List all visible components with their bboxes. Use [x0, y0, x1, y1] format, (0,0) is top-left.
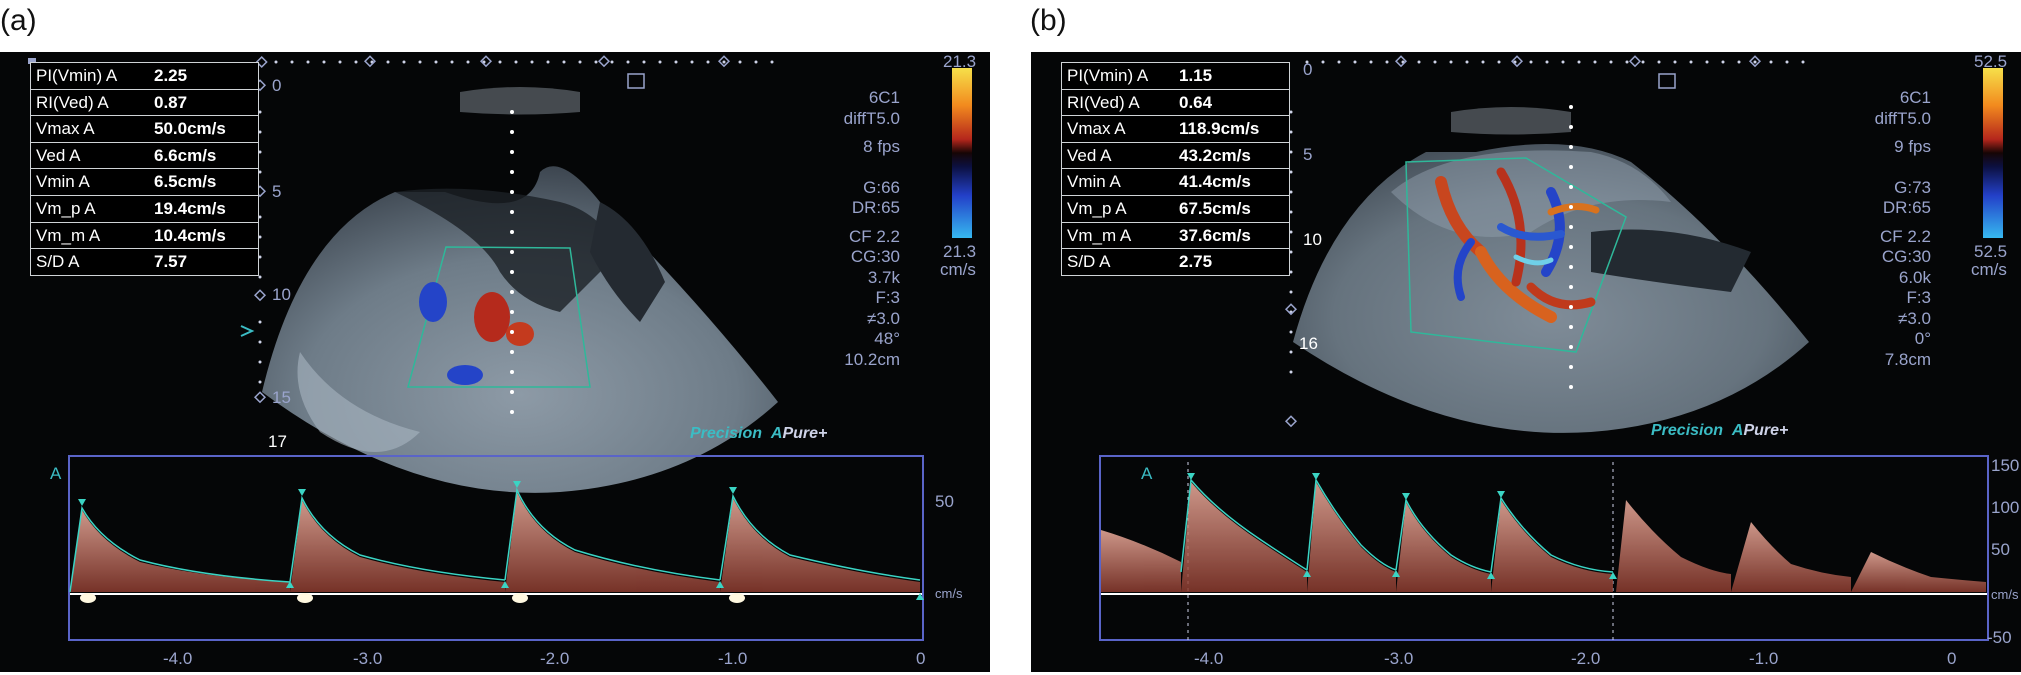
- y-unit: cm/s: [935, 586, 963, 601]
- scale-unit: cm/s: [940, 260, 976, 279]
- y-tick: 50: [1991, 540, 2010, 559]
- x-tick: 0: [916, 649, 926, 668]
- x-tick: -1.0: [1749, 649, 1779, 668]
- b-mode-image-b: [1284, 55, 1809, 433]
- measurement-row: Ved A 43.2cm/s: [1062, 143, 1289, 170]
- panel-a-label: (a): [0, 4, 37, 37]
- measurement-row: RI(Ved) A 0.64: [1062, 90, 1289, 117]
- depth-mark: 15: [272, 388, 291, 407]
- y-tick: 150: [1991, 456, 2020, 475]
- depth-mark: 17: [268, 432, 287, 451]
- y-tick: 100: [1991, 498, 2020, 517]
- scale-top-value: 21.3: [943, 52, 977, 71]
- depth-mark: 0: [1303, 60, 1313, 79]
- y-tick: 50: [935, 492, 954, 511]
- y-tick: -50: [1987, 628, 2012, 647]
- x-tick: -1.0: [718, 649, 748, 668]
- brand-logo-b: Precision APure+: [1651, 422, 1789, 439]
- scale-top-value: 52.5: [1974, 52, 2008, 71]
- scale-bottom-value: 21.3: [943, 242, 977, 261]
- measurement-row: PI(Vmin) A 2.25: [31, 63, 258, 90]
- doppler-spectrum-a: [68, 455, 924, 641]
- ultrasound-panel-a: PI(Vmin) A 2.25 RI(Ved) A 0.87 Vmax A 50.0c…: [0, 52, 990, 672]
- measurement-row: Vm_m A 10.4cm/s: [31, 223, 258, 250]
- x-tick: -2.0: [1571, 649, 1601, 668]
- depth-mark: 0: [272, 76, 282, 95]
- measurement-row: Vmax A 50.0cm/s: [31, 116, 258, 143]
- doppler-trace-a: [69, 481, 924, 603]
- measurement-row: Vm_m A 37.6cm/s: [1062, 223, 1289, 250]
- gate-label: A: [1141, 464, 1153, 483]
- scale-unit: cm/s: [1971, 260, 2007, 279]
- measurement-row: S/D A 2.75: [1067, 252, 1213, 272]
- x-tick: -3.0: [1384, 649, 1414, 668]
- b-mode-image-a: [28, 55, 778, 493]
- depth-mark: 10: [1303, 230, 1322, 249]
- x-tick: -3.0: [353, 649, 383, 668]
- panel-b-label: (b): [1030, 4, 1067, 37]
- color-velocity-scale: [952, 68, 972, 238]
- depth-mark: 5: [1303, 145, 1313, 164]
- x-tick: -4.0: [1194, 649, 1224, 668]
- gate-label: A: [50, 464, 62, 483]
- x-tick: -2.0: [540, 649, 570, 668]
- x-tick: 0: [1947, 649, 1957, 668]
- depth-mark: 5: [272, 182, 282, 201]
- measurement-row: Ved A 6.6cm/s: [31, 143, 258, 170]
- measurement-row: Vm_p A 67.5cm/s: [1062, 196, 1289, 223]
- depth-mark: 10: [272, 285, 291, 304]
- measurement-row: RI(Ved) A 0.87: [31, 90, 258, 117]
- depth-mark: 16: [1299, 334, 1318, 353]
- settings-column-a: 6C1 diffT5.0 8 fps G:66 DR:65 CF 2.2 CG:…: [843, 88, 900, 369]
- measurement-table-b: PI(Vmin) A 1.15 RI(Ved) A 0.64 Vmax A 118.9…: [1061, 62, 1290, 276]
- settings-column-b: 6C1 diffT5.0 9 fps G:73 DR:65 CF 2.2 CG:…: [1874, 88, 1931, 369]
- color-velocity-scale: [1983, 68, 2003, 238]
- doppler-spectrum-b: [1099, 455, 1989, 641]
- scale-bottom-value: 52.5: [1974, 242, 2008, 261]
- measurement-row: Vmin A 6.5cm/s: [31, 169, 258, 196]
- doppler-trace-b: [1101, 462, 1987, 640]
- measurement-table-a: PI(Vmin) A 2.25 RI(Ved) A 0.87 Vmax A 50.0c…: [30, 62, 259, 276]
- measurement-row: PI(Vmin) A 1.15: [1062, 63, 1289, 90]
- x-tick: -4.0: [163, 649, 193, 668]
- y-unit: cm/s: [1991, 587, 2019, 602]
- measurement-row: Vmin A 41.4cm/s: [1062, 169, 1289, 196]
- measurement-row: Vm_p A 19.4cm/s: [31, 196, 258, 223]
- measurement-row: Vmax A 118.9cm/s: [1062, 116, 1289, 143]
- ultrasound-panel-b: PI(Vmin) A 1.15 RI(Ved) A 0.64 Vmax A 118.9…: [1031, 52, 2021, 672]
- measurement-row: S/D A 7.57: [36, 252, 188, 272]
- brand-logo-a: Precision APure+: [690, 425, 828, 442]
